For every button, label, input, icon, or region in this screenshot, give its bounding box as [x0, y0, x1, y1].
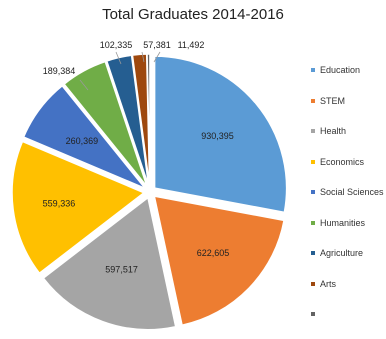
- legend-label: Health: [320, 126, 347, 136]
- legend-item: Humanities: [311, 217, 386, 248]
- legend-label: STEM: [320, 95, 346, 106]
- legend-item: Arts: [311, 278, 386, 309]
- data-label: 930,395: [201, 131, 234, 141]
- legend-label: Agriculture: [320, 248, 364, 258]
- pie-slice-unlabeled: [146, 53, 151, 187]
- legend-label: Humanities: [320, 217, 366, 228]
- legend-swatch: [311, 159, 315, 164]
- leader-line: [115, 51, 122, 65]
- legend-item: [311, 308, 386, 339]
- leader-line: [153, 51, 161, 63]
- legend-item: STEM: [311, 95, 386, 126]
- pie-slice-stem: [153, 195, 285, 327]
- pie-slice-education: [153, 55, 288, 214]
- chart-title: Total Graduates 2014-2016: [102, 6, 284, 23]
- legend-swatch: [311, 312, 315, 316]
- legend-swatch: [311, 98, 315, 103]
- legend-item: Health: [311, 125, 386, 156]
- pie-slice-social-sciences: [22, 84, 146, 190]
- leader-line: [141, 51, 145, 63]
- legend-swatch: [311, 281, 315, 286]
- pie-slice-economics: [11, 140, 146, 275]
- data-label: 559,336: [43, 199, 76, 209]
- legend-swatch: [311, 190, 315, 194]
- data-label: 622,605: [197, 248, 230, 258]
- legend-item: Social Sciences: [311, 186, 386, 217]
- pie-slice-humanities: [63, 60, 148, 188]
- data-label: 597,517: [105, 265, 138, 275]
- pie-slice-agriculture: [105, 54, 150, 187]
- legend-item: Education: [311, 64, 386, 95]
- legend-item: Economics: [311, 156, 386, 187]
- legend-item: Agriculture: [311, 247, 386, 278]
- data-label: 189,384: [43, 66, 76, 76]
- legend-label: Education: [320, 65, 361, 75]
- legend-label: Arts: [320, 278, 337, 289]
- legend-swatch: [311, 68, 315, 72]
- data-label: 260,369: [66, 136, 99, 146]
- data-label: 11,492: [178, 40, 205, 50]
- data-label: 102,335: [100, 40, 133, 50]
- legend-swatch: [311, 251, 315, 255]
- legend-label: Social Sciences: [320, 187, 384, 197]
- leader-line: [79, 79, 89, 91]
- legend-swatch: [311, 129, 315, 133]
- legend-swatch: [311, 220, 315, 225]
- data-label: 57,381: [143, 40, 171, 50]
- legend: Education STEM Health Economics Social Scien…: [311, 64, 386, 339]
- pie-slice-health: [42, 196, 177, 331]
- legend-label: Economics: [320, 156, 365, 167]
